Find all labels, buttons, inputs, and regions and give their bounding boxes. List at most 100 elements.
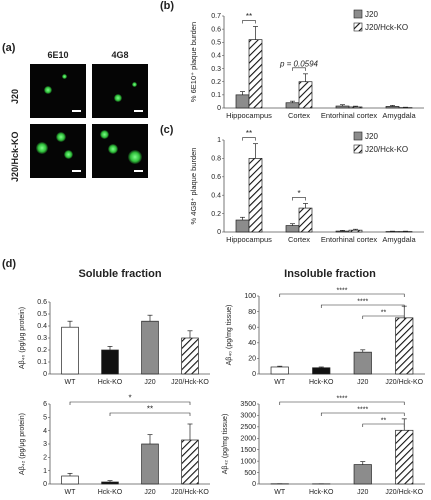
y-tick-label: 0 bbox=[43, 371, 47, 378]
significance-bracket bbox=[362, 315, 405, 319]
significance-bracket bbox=[279, 401, 405, 405]
y-axis-label: % 4G8⁺ plaque burden bbox=[189, 148, 198, 225]
significance-bracket bbox=[242, 20, 256, 24]
legend-label: J20 bbox=[365, 10, 378, 19]
significance-bracket bbox=[109, 412, 191, 416]
micrograph-j20hckko-4g8 bbox=[92, 124, 148, 178]
panel-d-label: (d) bbox=[2, 258, 17, 270]
significance-label: p = 0.0594 bbox=[279, 59, 319, 68]
chart-b-6e10-plaque-burden: 0 0.1 0.2 0.3 0.4 0.5 0.6 0.7 % 6E10⁺ plaque bur… bbox=[189, 9, 424, 120]
significance-label: ** bbox=[381, 418, 387, 425]
bar-j20 bbox=[141, 443, 159, 485]
significance-label: **** bbox=[357, 299, 368, 306]
y-tick-label: 0.2 bbox=[37, 347, 47, 354]
y-tick-label: 500 bbox=[244, 470, 256, 477]
legend-label: J20 bbox=[365, 132, 378, 141]
significance-label: **** bbox=[337, 396, 348, 403]
y-tick-label: 0.1 bbox=[37, 359, 47, 366]
y-tick-label: 0.7 bbox=[211, 13, 221, 20]
legend-swatch bbox=[353, 9, 363, 19]
bar-hippocampus-j20 bbox=[235, 94, 250, 109]
y-tick-label: 0 bbox=[252, 481, 256, 488]
y-tick-label: 4 bbox=[43, 428, 47, 435]
y-axis-label: Aβ₄₂ (pg/mg tissue) bbox=[222, 414, 229, 475]
legend-swatch bbox=[353, 22, 363, 32]
significance-bracket bbox=[362, 423, 405, 427]
y-tick-label: 0.4 bbox=[211, 192, 221, 199]
scale-bar bbox=[72, 170, 81, 172]
significance-bracket bbox=[242, 137, 256, 141]
y-tick-label: 0.3 bbox=[37, 335, 47, 342]
x-tick-label: Hippocampus bbox=[226, 111, 272, 120]
bar-hck-ko bbox=[312, 367, 331, 375]
bar-j20 bbox=[353, 464, 372, 485]
bar-j20 bbox=[141, 320, 159, 375]
x-tick-label: Entorhinal cortex bbox=[321, 235, 378, 244]
y-axis-label: % 6E10⁺ plaque burden bbox=[189, 22, 198, 102]
x-tick-label: Hck-KO bbox=[98, 489, 123, 496]
x-tick-label: Hck-KO bbox=[309, 379, 334, 386]
y-tick-label: 80 bbox=[248, 309, 256, 316]
significance-bracket bbox=[279, 293, 405, 297]
chart-d3-soluble-ab42: 0 1 2 3 4 5 6 Aβ₄₂ (pg/μg protein) WT Hck-KO J20 J2… bbox=[19, 394, 210, 496]
soluble-fraction-title: Soluble fraction bbox=[78, 268, 162, 280]
legend-label: J20/Hck-KO bbox=[365, 23, 408, 32]
x-tick-label: Cortex bbox=[288, 235, 310, 244]
y-tick-label: 5 bbox=[43, 415, 47, 422]
panel-b-label: (b) bbox=[160, 0, 175, 12]
y-tick-label: 1000 bbox=[240, 458, 256, 465]
y-tick-label: 6 bbox=[43, 401, 47, 408]
y-tick-label: 0.3 bbox=[211, 66, 221, 73]
scale-bar bbox=[134, 170, 143, 172]
micrograph-j20-4g8 bbox=[92, 64, 148, 118]
significance-label: ** bbox=[381, 310, 387, 317]
y-tick-label: 2 bbox=[43, 455, 47, 462]
bar-j20-hck-ko bbox=[395, 317, 414, 375]
y-tick-label: 0.6 bbox=[211, 26, 221, 33]
column-header-4g8: 4G8 bbox=[111, 50, 129, 60]
x-tick-label: WT bbox=[274, 379, 286, 386]
bar-entorhinal-cortex-j20 bbox=[335, 230, 350, 233]
bar-cortex-j20-hck-ko bbox=[298, 207, 313, 233]
x-tick-label: J20/Hck-KO bbox=[171, 379, 209, 386]
x-tick-label: J20/Hck-KO bbox=[385, 379, 423, 386]
x-tick-label: J20/Hck-KO bbox=[385, 489, 423, 496]
y-tick-label: 0.2 bbox=[211, 211, 221, 218]
significance-bracket bbox=[69, 401, 191, 405]
x-tick-label: Entorhinal cortex bbox=[321, 111, 378, 120]
bar-cortex-j20-hck-ko bbox=[298, 81, 313, 109]
bar-j20-hck-ko bbox=[181, 439, 199, 485]
bar-cortex-j20 bbox=[285, 225, 300, 233]
y-axis-label: Aβ₄₀ (pg/mg tissue) bbox=[226, 305, 233, 366]
bar-cortex-j20 bbox=[285, 102, 300, 109]
significance-label: ** bbox=[147, 405, 153, 414]
chart-d1-soluble-ab40: 0 0.1 0.2 0.3 0.4 0.5 0.6 Aβ₄₀ (pg/μg protein) W… bbox=[19, 299, 210, 386]
significance-label: ** bbox=[246, 129, 252, 138]
x-tick-label: J20 bbox=[357, 489, 368, 496]
y-tick-label: 3500 bbox=[240, 401, 256, 408]
micrograph-j20-6e10 bbox=[30, 64, 86, 118]
y-tick-label: 0.4 bbox=[37, 323, 47, 330]
bar-entorhinal-cortex-j20-hck-ko bbox=[348, 229, 363, 233]
significance-label: * bbox=[297, 189, 300, 198]
x-tick-label: J20/Hck-KO bbox=[171, 489, 209, 496]
y-tick-label: 100 bbox=[244, 293, 256, 300]
y-tick-label: 40 bbox=[248, 340, 256, 347]
y-tick-label: 0.4 bbox=[211, 53, 221, 60]
significance-bracket bbox=[292, 67, 306, 71]
x-tick-label: J20 bbox=[144, 489, 155, 496]
y-tick-label: 1 bbox=[43, 468, 47, 475]
panel-a-label: (a) bbox=[2, 42, 16, 54]
significance-label: **** bbox=[357, 407, 368, 414]
y-tick-label: 0 bbox=[217, 229, 221, 236]
y-tick-label: 0.8 bbox=[211, 156, 221, 163]
panel-c-label: (c) bbox=[160, 124, 174, 136]
y-axis-label: Aβ₄₀ (pg/μg protein) bbox=[19, 307, 26, 369]
significance-label: **** bbox=[337, 288, 348, 295]
chart-c-4g8-plaque-burden: 0 0.2 0.4 0.6 0.8 1 % 4G8⁺ plaque burden Hippoc… bbox=[189, 129, 424, 244]
y-tick-label: 1500 bbox=[240, 447, 256, 454]
bar-hippocampus-j20-hck-ko bbox=[248, 158, 263, 233]
bar-wt bbox=[61, 326, 79, 375]
y-tick-label: 20 bbox=[248, 356, 256, 363]
x-tick-label: Cortex bbox=[288, 111, 310, 120]
